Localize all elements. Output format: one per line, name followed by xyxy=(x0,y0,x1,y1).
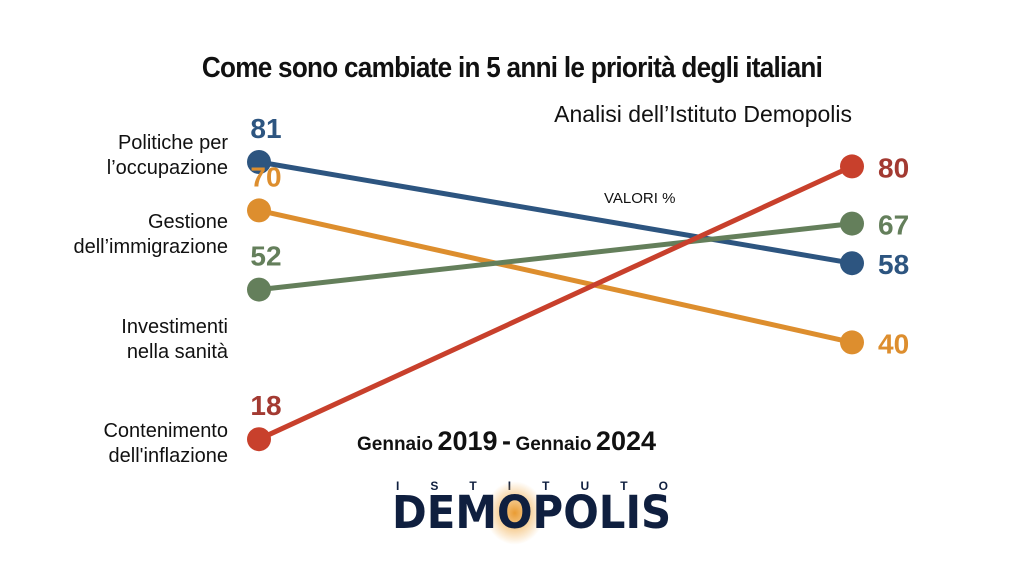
point-1-start xyxy=(247,198,271,223)
value-label-1-start: 70 xyxy=(250,161,281,192)
value-label-3-start: 18 xyxy=(250,390,281,421)
value-label-2-start: 52 xyxy=(250,241,281,272)
value-label-1-end: 40 xyxy=(878,328,909,359)
point-0-end xyxy=(840,251,864,276)
category-label-occupazione: Politiche per l’occupazione xyxy=(106,132,228,179)
point-1-end xyxy=(840,330,864,355)
point-3-end xyxy=(840,154,864,179)
value-label-3-end: 80 xyxy=(878,152,909,183)
category-label-immigrazione: Gestione dell’immigrazione xyxy=(73,211,228,258)
value-label-2-end: 67 xyxy=(878,210,909,241)
unit-label: VALORI % xyxy=(604,190,676,207)
point-2-start xyxy=(247,277,271,302)
point-0-start xyxy=(247,150,271,174)
series-line-2 xyxy=(256,221,855,293)
demopolis-logo: DEMOPOLIS xyxy=(392,486,672,539)
series-line-0 xyxy=(256,159,855,266)
category-label-inflazione: Contenimento dell'inflazione xyxy=(103,420,228,467)
value-label-0-end: 58 xyxy=(878,249,909,280)
value-label-0-start: 81 xyxy=(250,113,281,144)
point-3-start xyxy=(247,427,271,452)
series-line-1 xyxy=(256,207,855,345)
point-2-end xyxy=(840,211,864,236)
chart-subtitle: Analisi dell’Istituto Demopolis xyxy=(554,101,852,127)
chart-title: Come sono cambiate in 5 anni le priorità… xyxy=(201,52,823,84)
series-line-3 xyxy=(256,163,855,442)
category-label-sanita: Investimenti nella sanità xyxy=(121,316,228,363)
period-label: Gennaio 2019 - Gennaio 2024 xyxy=(357,426,656,456)
